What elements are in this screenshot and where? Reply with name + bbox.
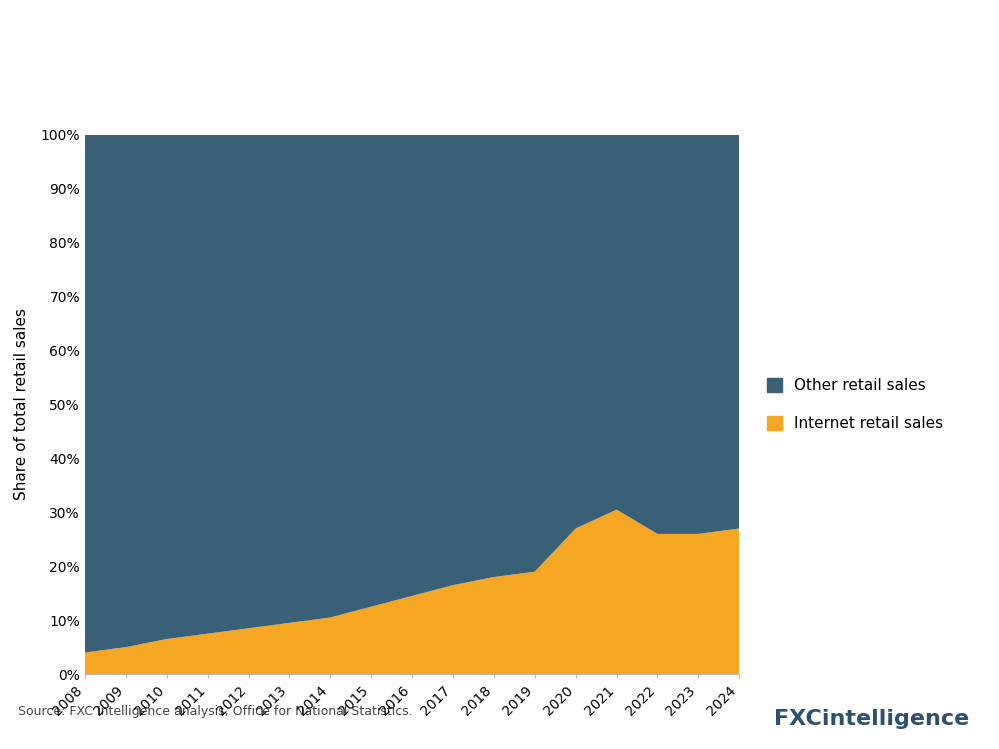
Y-axis label: Share of total retail sales: Share of total retail sales	[14, 309, 29, 500]
Text: FXCintelligence: FXCintelligence	[774, 709, 969, 729]
Text: Source: FXC Intelligence analysis, Office for National Statistics.: Source: FXC Intelligence analysis, Offic…	[18, 706, 413, 718]
Text: Rise of consumers shifting to retail purchases online: Rise of consumers shifting to retail pur…	[18, 24, 846, 52]
Text: Internet sales as a percentage of total retail sales in the UK: Internet sales as a percentage of total …	[18, 86, 555, 105]
Legend: Other retail sales, Internet retail sales: Other retail sales, Internet retail sale…	[766, 378, 943, 431]
